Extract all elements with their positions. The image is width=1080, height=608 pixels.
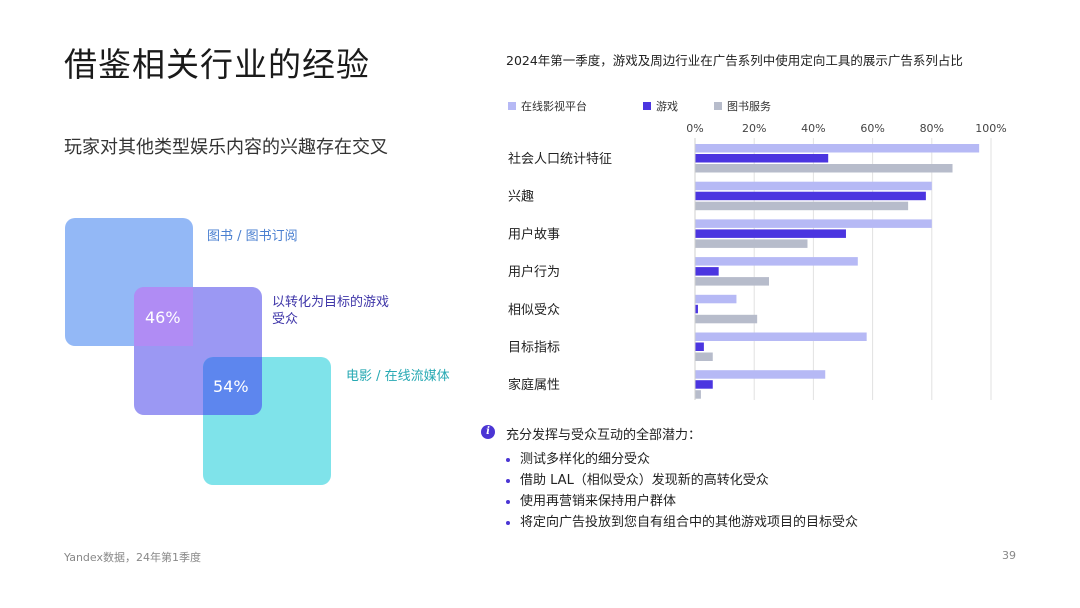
x-tick-label: 100% — [975, 122, 1006, 135]
bar — [695, 304, 698, 314]
bar — [695, 154, 829, 163]
list-item: 测试多样化的细分受众 — [506, 450, 858, 471]
category-label: 社会人口统计特征 — [508, 151, 612, 167]
x-tick-label: 80% — [920, 122, 944, 135]
bar — [695, 144, 980, 153]
legend-item-books: 图书服务 — [714, 98, 771, 114]
bar — [695, 332, 867, 341]
bullet-dot-icon — [506, 457, 510, 462]
bar — [695, 267, 719, 276]
legend-swatch — [714, 102, 722, 110]
overlap-game-movie-value: 54% — [213, 377, 249, 396]
overlap-game-movie — [203, 357, 262, 415]
bar — [695, 294, 737, 304]
legend-label: 图书服务 — [727, 100, 771, 113]
game-audience-label: 以转化为目标的游戏受众 — [272, 295, 390, 327]
bar — [695, 257, 858, 266]
chart-title: 2024年第一季度，游戏及周边行业在广告系列中使用定向工具的展示广告系列占比 — [506, 53, 963, 68]
slide-subtitle: 玩家对其他类型娱乐内容的兴趣存在交叉 — [64, 137, 388, 158]
legend-item-streaming: 在线影视平台 — [508, 98, 587, 114]
bar — [695, 164, 953, 173]
bar — [695, 370, 826, 379]
movie-label: 电影 / 在线流媒体 — [346, 369, 450, 384]
page-number: 39 — [1002, 549, 1016, 562]
bar — [695, 201, 909, 211]
legend-swatch — [508, 102, 516, 110]
category-label: 用户行为 — [508, 264, 560, 280]
bar — [695, 229, 846, 238]
bar — [695, 352, 713, 361]
legend-swatch — [643, 102, 651, 110]
legend-label: 游戏 — [656, 100, 678, 113]
bullet-dot-icon — [506, 499, 510, 504]
overlap-books-game — [134, 287, 193, 346]
legend-item-games: 游戏 — [643, 98, 678, 114]
bullet-dot-icon — [506, 478, 510, 483]
x-tick-label: 60% — [860, 122, 884, 135]
notes-list: 测试多样化的细分受众 借助 LAL（相似受众）发现新的高转化受众 使用再营销来保… — [506, 450, 858, 534]
bar — [695, 342, 704, 351]
bar — [695, 191, 926, 201]
category-label: 目标指标 — [508, 341, 560, 356]
x-tick-label: 40% — [801, 122, 825, 135]
legend-label: 在线影视平台 — [521, 100, 587, 113]
bullet-dot-icon — [506, 520, 510, 525]
bar — [695, 277, 769, 286]
bar — [695, 181, 932, 191]
source-note: Yandex数据，24年第1季度 — [64, 551, 201, 564]
bar — [695, 390, 701, 399]
x-tick-label: 0% — [686, 122, 703, 135]
bar — [695, 314, 758, 324]
bar — [695, 380, 713, 389]
books-label: 图书 / 图书订阅 — [207, 229, 298, 244]
bar — [695, 219, 932, 228]
list-item: 借助 LAL（相似受众）发现新的高转化受众 — [506, 471, 858, 492]
category-label: 用户故事 — [508, 226, 560, 242]
x-tick-label: 20% — [742, 122, 766, 135]
category-label: 兴趣 — [508, 190, 534, 205]
notes-heading: 充分发挥与受众互动的全部潜力： — [506, 428, 702, 443]
list-item: 将定向广告投放到您自有组合中的其他游戏项目的目标受众 — [506, 513, 858, 534]
bar-chart: 0% 20% 40% 60% 80% 100% 社会人口统计特征兴趣用户故事用户行为相似受众… — [508, 122, 1007, 400]
info-icon: i — [481, 425, 495, 439]
category-label: 家庭属性 — [508, 377, 560, 393]
slide-title: 借鉴相关行业的经验 — [64, 45, 370, 84]
list-item: 使用再营销来保持用户群体 — [506, 492, 858, 513]
category-label: 相似受众 — [508, 303, 560, 318]
bar — [695, 239, 808, 248]
overlap-books-game-value: 46% — [145, 308, 181, 327]
